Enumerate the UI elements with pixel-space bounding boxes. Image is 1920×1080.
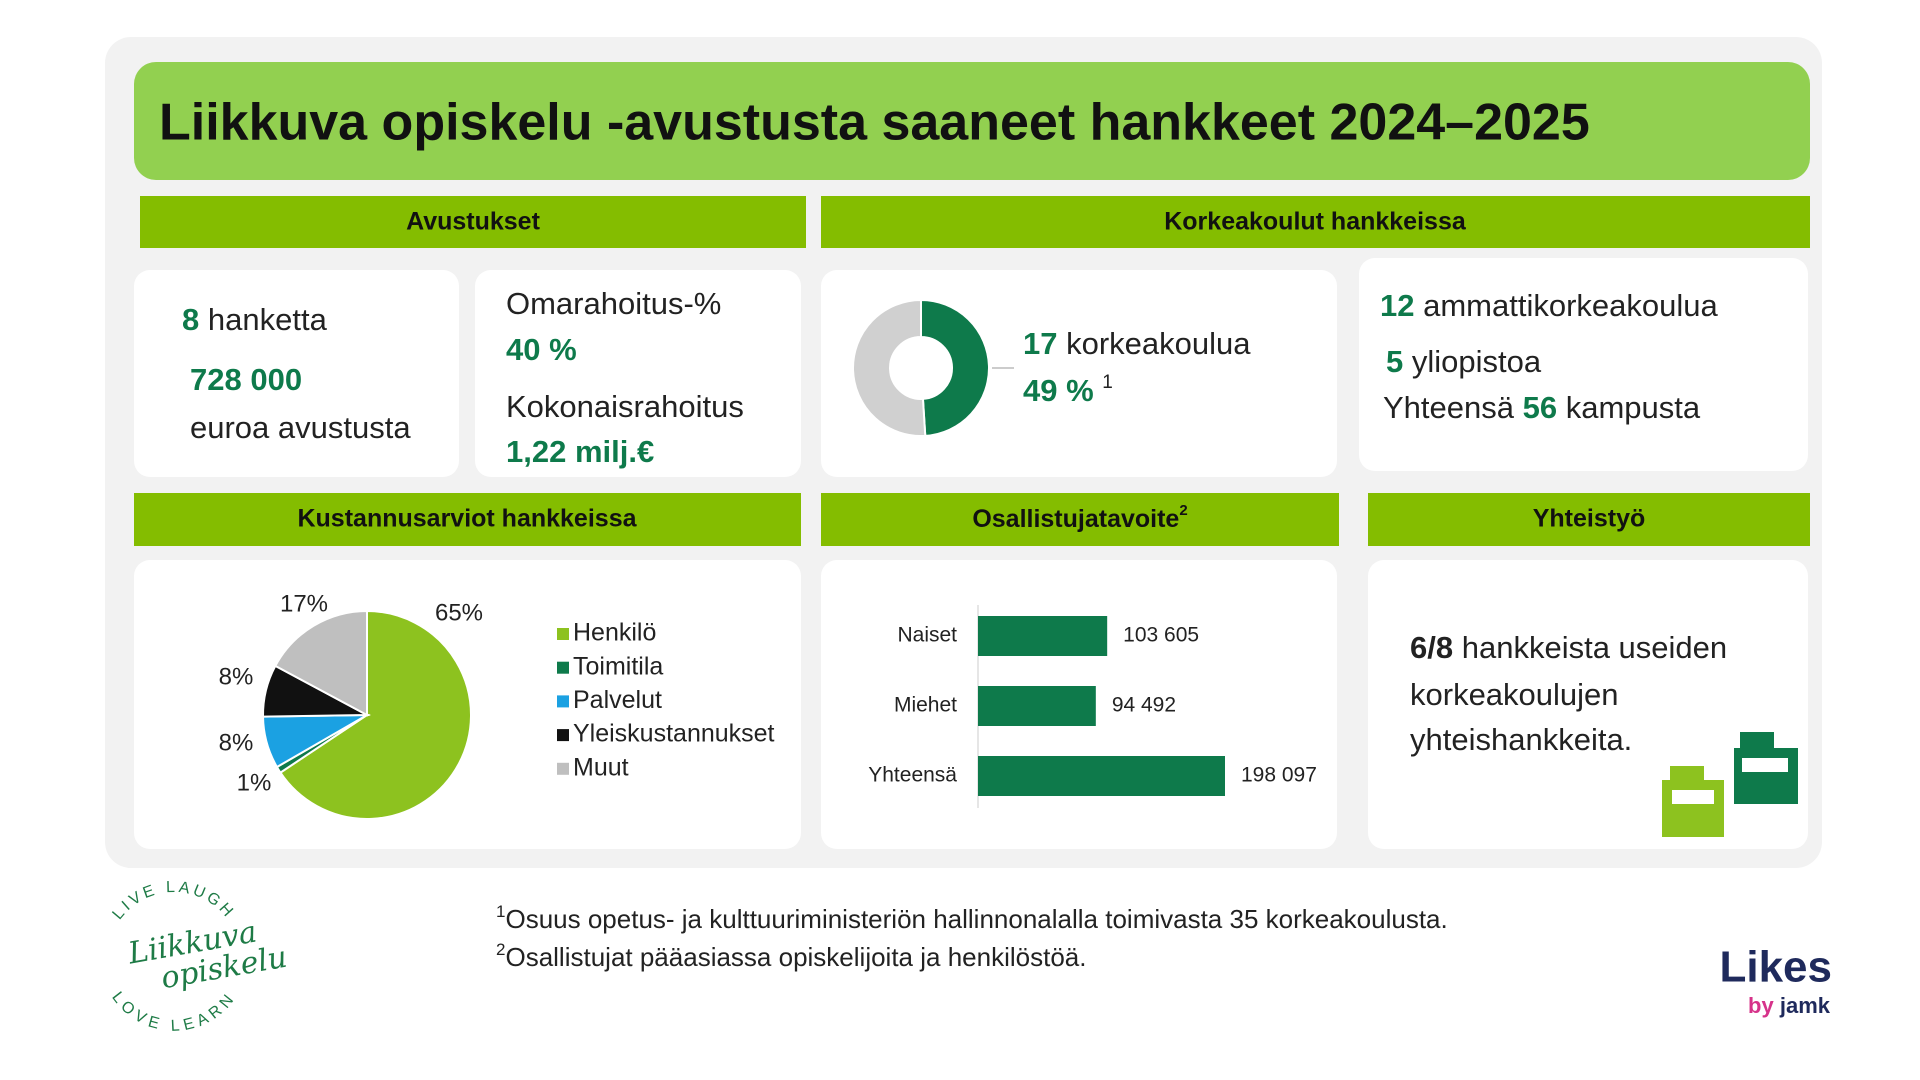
card bbox=[134, 270, 459, 477]
card bbox=[475, 270, 801, 477]
stat-value: 8 bbox=[182, 302, 199, 337]
legend-label: Muut bbox=[573, 753, 629, 781]
footnote-mark: 1 bbox=[1102, 372, 1113, 393]
building-icons bbox=[1662, 732, 1798, 837]
legend-swatch bbox=[557, 762, 569, 775]
logo-text: LIVE LAUGH bbox=[110, 879, 239, 923]
section-title: Kustannusarviot hankkeissa bbox=[297, 505, 637, 533]
logo-arc-text: LOVE LEARN bbox=[108, 989, 236, 1035]
section-header bbox=[134, 493, 801, 546]
legend-swatch bbox=[557, 695, 569, 708]
stat-label: Omarahoitus-% bbox=[506, 286, 721, 321]
pie-slice bbox=[273, 609, 368, 717]
building bbox=[1670, 766, 1704, 782]
legend-label: Yleiskustannukset bbox=[573, 720, 775, 748]
category-label: Yhteensä bbox=[868, 764, 957, 787]
footnote-mark: 2 bbox=[496, 940, 505, 959]
window bbox=[1672, 790, 1714, 804]
stat: 6/8 hankkeista useiden bbox=[1410, 630, 1727, 665]
data-label: 94 492 bbox=[1112, 694, 1176, 717]
donut-segment bbox=[852, 298, 927, 437]
stat: 49 % 1 bbox=[1023, 372, 1113, 408]
data-label: 1% bbox=[237, 769, 272, 796]
footnote-text: Osallistujat pääasiassa opiskelijoita ja… bbox=[505, 942, 1086, 972]
category-label: Naiset bbox=[897, 624, 957, 647]
stat-label: korkeakoulua bbox=[1066, 326, 1251, 361]
likes-logo: Likes bbox=[1719, 943, 1832, 992]
section-header bbox=[1368, 493, 1810, 546]
stat-label: Yhteensä bbox=[1383, 390, 1515, 425]
likes-sub: by jamk bbox=[1748, 993, 1831, 1018]
stat-label: euroa avustusta bbox=[190, 410, 411, 445]
footnote: 2Osallistujat pääasiassa opiskelijoita j… bbox=[496, 940, 1086, 971]
bar bbox=[978, 616, 1108, 656]
pie-slice bbox=[279, 609, 472, 820]
section-title: Avustukset bbox=[406, 208, 541, 236]
stat: 5 yliopistoa bbox=[1386, 344, 1542, 379]
legend-swatch bbox=[557, 628, 569, 640]
stat-value: 17 bbox=[1023, 326, 1057, 361]
data-label: 198 097 bbox=[1241, 764, 1317, 787]
footnote: 1Osuus opetus- ja kulttuuriministeriön h… bbox=[496, 902, 1448, 933]
stat-value: 1,22 milj.€ bbox=[506, 434, 654, 469]
section-title: Korkeakoulut hankkeissa bbox=[1164, 208, 1467, 236]
stat-label: Kokonaisrahoitus bbox=[506, 389, 744, 424]
stat-label: yliopistoa bbox=[1412, 344, 1542, 379]
donut-segment bbox=[920, 298, 990, 437]
section-header bbox=[140, 196, 806, 248]
building bbox=[1734, 748, 1798, 804]
section-title-text: Osallistujatavoite bbox=[972, 505, 1179, 533]
stat: 17 korkeakoulua bbox=[1023, 326, 1251, 361]
logo-text: LOVE LEARN bbox=[108, 989, 240, 1035]
stat: Yhteensä 56 kampusta bbox=[1383, 390, 1701, 425]
stat-value: 40 % bbox=[506, 332, 577, 367]
section-title: Osallistujatavoite2 bbox=[972, 502, 1187, 533]
data-label: 17% bbox=[280, 590, 328, 617]
likes-jamk: jamk bbox=[1779, 993, 1831, 1018]
category-label: Miehet bbox=[894, 694, 957, 717]
window bbox=[1742, 758, 1788, 772]
footnote-mark: 1 bbox=[496, 902, 505, 921]
stat-label: korkeakoulujen bbox=[1410, 677, 1619, 712]
stat-label: yhteishankkeita. bbox=[1410, 722, 1632, 757]
stat-label: kampusta bbox=[1566, 390, 1701, 425]
title-bar bbox=[134, 62, 1810, 180]
logo-arc-text: LIVE LAUGH bbox=[110, 879, 235, 923]
stat-value: 5 bbox=[1386, 344, 1403, 379]
liikkuva-logo: LIVE LAUGH LOVE LEARN Liikkuva opiskelu bbox=[108, 879, 290, 1035]
bar bbox=[978, 756, 1225, 796]
stat-label: ammattikorkeakoulua bbox=[1423, 288, 1718, 323]
stat-value: 6/8 bbox=[1410, 630, 1453, 665]
data-label: 65% bbox=[435, 599, 483, 626]
bar bbox=[978, 686, 1096, 726]
stat: 8 hanketta bbox=[182, 302, 328, 337]
section-header bbox=[821, 493, 1339, 546]
legend-label: Palvelut bbox=[573, 686, 662, 714]
legend-label: Henkilö bbox=[573, 619, 656, 647]
donut-label: 49 % bbox=[1023, 373, 1094, 408]
data-label: 8% bbox=[219, 663, 254, 690]
legend-label: Toimitila bbox=[573, 652, 663, 680]
building bbox=[1740, 732, 1774, 750]
card bbox=[1359, 258, 1808, 471]
building bbox=[1662, 780, 1724, 837]
stat-value: 728 000 bbox=[190, 362, 302, 397]
data-label: 103 605 bbox=[1123, 624, 1199, 647]
likes-by: by bbox=[1748, 993, 1774, 1018]
stat-value: 12 bbox=[1380, 288, 1414, 323]
footnote-mark: 2 bbox=[1179, 502, 1187, 519]
legend-swatch bbox=[557, 729, 569, 742]
legend-swatch bbox=[557, 661, 569, 674]
data-label: 8% bbox=[219, 729, 254, 756]
section-title: Yhteistyö bbox=[1533, 505, 1646, 533]
stat-value: 56 bbox=[1523, 390, 1557, 425]
footnote-text: Osuus opetus- ja kulttuuriministeriön ha… bbox=[505, 904, 1447, 934]
stat-label: hankkeista useiden bbox=[1462, 630, 1727, 665]
stat: 12 ammattikorkeakoulua bbox=[1380, 288, 1719, 323]
stat-label: hanketta bbox=[208, 302, 328, 337]
title: Liikkuva opiskelu -avustusta saaneet han… bbox=[159, 94, 1590, 152]
section-header bbox=[821, 196, 1810, 248]
